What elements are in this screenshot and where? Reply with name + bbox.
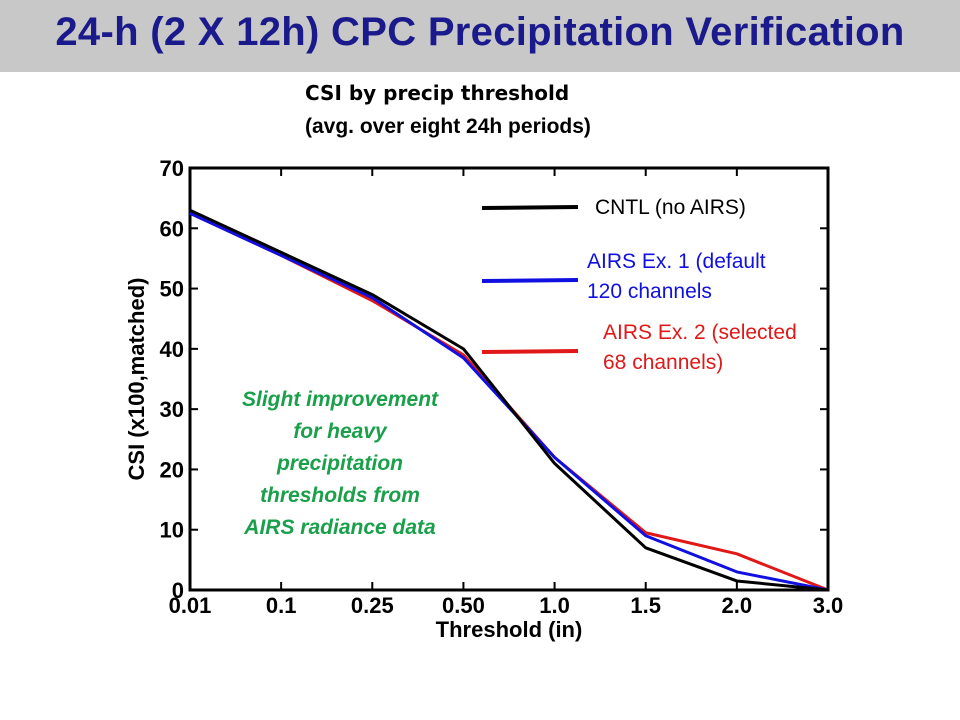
legend-label-line: 120 channels — [587, 280, 712, 303]
legend-line-3 — [481, 349, 579, 354]
legend-label-3: AIRS Ex. 2 (selected 68 channels) — [603, 318, 797, 378]
annotation-line: AIRS radiance data — [244, 516, 436, 539]
x-tick-label: 2.0 — [722, 593, 753, 618]
legend-label-line: CNTL (no AIRS) — [595, 196, 746, 219]
y-tick-label: 20 — [160, 457, 184, 482]
legend-label-line: 68 channels) — [603, 351, 724, 374]
y-tick-label: 30 — [160, 397, 184, 422]
y-axis-label: CSI (x100,matched) — [124, 278, 149, 481]
annotation-line: for heavy — [293, 420, 387, 443]
y-tick-label: 10 — [160, 518, 184, 543]
y-tick-label: 0 — [172, 578, 184, 603]
x-tick-label: 1.5 — [630, 593, 661, 618]
x-tick-label: 1.0 — [539, 593, 570, 618]
annotation-line: thresholds from — [260, 484, 420, 507]
page-title: 24-h (2 X 12h) CPC Precipitation Verific… — [55, 10, 905, 54]
x-axis-label: Threshold (in) — [436, 617, 583, 642]
x-tick-label: 0.50 — [442, 593, 485, 618]
x-tick-label: 3.0 — [813, 593, 844, 618]
legend-label-line: AIRS Ex. 2 (selected — [603, 321, 797, 344]
series-line-1 — [189, 208, 829, 592]
annotation-line: precipitation — [276, 452, 403, 475]
x-tick-label: 0.1 — [266, 593, 297, 618]
x-tick-label: 0.01 — [169, 593, 212, 618]
y-tick-label: 50 — [160, 277, 184, 302]
title-bar — [0, 0, 960, 72]
annotation-line: Slight improvement — [241, 388, 439, 411]
y-tick-label: 60 — [160, 216, 184, 241]
legend-label-1: CNTL (no AIRS) — [595, 193, 746, 223]
legend-line-1 — [481, 205, 579, 210]
plot-frame — [188, 166, 830, 592]
legend-label-line: AIRS Ex. 1 (default — [587, 250, 766, 273]
chart-subtitle: CSI by precip threshold — [305, 81, 570, 105]
chart-subtitle-period: (avg. over eight 24h periods) — [305, 115, 591, 138]
y-tick-label: 70 — [160, 156, 184, 181]
y-tick-label: 40 — [160, 337, 184, 362]
x-tick-label: 0.25 — [351, 593, 394, 618]
legend-label-2: AIRS Ex. 1 (default 120 channels — [587, 247, 766, 307]
chart-annotation: Slight improvement for heavy precipitation… — [200, 384, 480, 544]
legend-line-2 — [481, 278, 579, 283]
